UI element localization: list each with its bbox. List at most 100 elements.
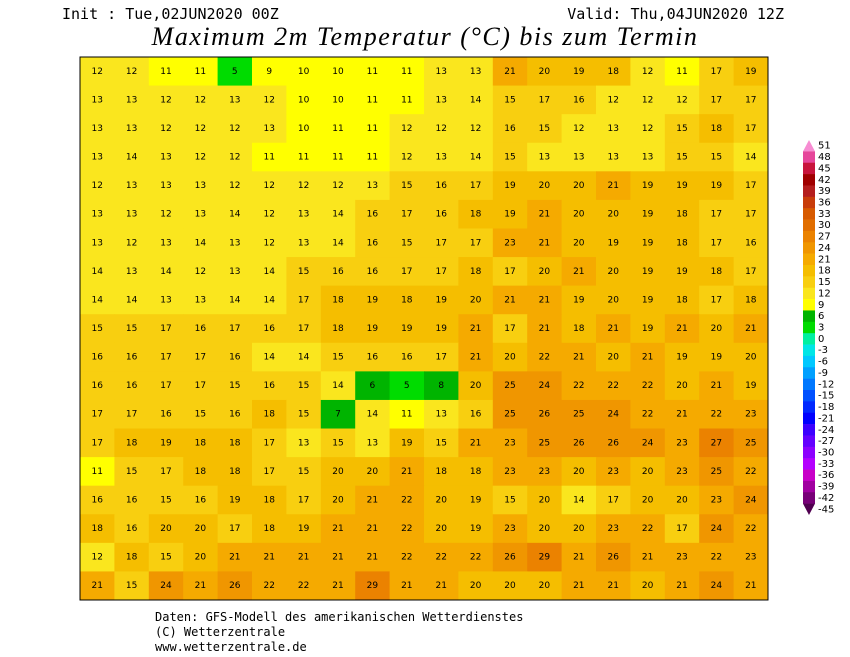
temperature-cell (458, 428, 494, 458)
temperature-value: 19 (470, 495, 482, 505)
temperature-cell (148, 142, 184, 172)
temperature-value: 19 (745, 381, 757, 391)
temperature-cell (596, 57, 631, 87)
temperature-value: 20 (676, 381, 688, 391)
temperature-cell (699, 57, 735, 87)
temperature-value: 20 (195, 524, 207, 534)
temperature-cell (320, 85, 356, 115)
temperature-cell (114, 314, 150, 344)
temperature-cell (492, 542, 528, 572)
temperature-cell (596, 85, 631, 115)
temperature-value: 7 (335, 410, 341, 420)
temperature-cell (389, 514, 425, 544)
temperature-value: 18 (607, 67, 619, 77)
temperature-value: 21 (539, 324, 550, 334)
temperature-value: 15 (160, 553, 171, 563)
temperature-value: 18 (195, 467, 207, 477)
temperature-cell (630, 371, 666, 401)
temperature-value: 21 (504, 295, 515, 305)
temperature-cell (80, 571, 115, 601)
temperature-cell (183, 571, 219, 601)
temperature-value: 21 (573, 267, 584, 277)
temperature-value: 13 (160, 295, 171, 305)
colorbar-segment (803, 287, 815, 300)
temperature-cell (630, 457, 666, 487)
temperature-value: 12 (263, 181, 274, 191)
temperature-value: 17 (160, 467, 171, 477)
temperature-value: 12 (195, 267, 206, 277)
temperature-cell (217, 314, 253, 344)
temperature-cell (424, 342, 459, 372)
temperature-cell (148, 514, 184, 544)
temperature-cell (699, 542, 735, 572)
temperature-cell (286, 171, 322, 201)
temperature-value: 17 (195, 353, 206, 363)
colorbar-label: 51 (818, 141, 831, 152)
temperature-value: 23 (539, 467, 550, 477)
temperature-value: 21 (367, 553, 378, 563)
temperature-cell (492, 285, 528, 315)
temperature-value: 22 (401, 553, 412, 563)
colorbar-label: 18 (818, 266, 831, 277)
temperature-value: 21 (745, 324, 756, 334)
temperature-value: 17 (160, 324, 171, 334)
temperature-cell (286, 85, 322, 115)
temperature-cell (630, 571, 666, 601)
colorbar-label: 42 (818, 175, 831, 186)
temperature-value: 23 (504, 238, 515, 248)
temperature-value: 12 (195, 153, 206, 163)
temperature-value: 13 (195, 181, 206, 191)
temperature-value: 11 (263, 153, 274, 163)
temperature-value: 21 (332, 581, 343, 591)
temperature-value: 20 (745, 353, 757, 363)
temperature-value: 22 (745, 524, 756, 534)
colorbar-label: -6 (818, 357, 828, 368)
temperature-value: 13 (470, 67, 481, 77)
temperature-value: 19 (504, 181, 516, 191)
colorbar-label: -27 (818, 436, 834, 447)
temperature-cell (252, 571, 287, 601)
temperature-value: 14 (263, 353, 275, 363)
temperature-value: 21 (573, 553, 584, 563)
temperature-value: 19 (676, 181, 688, 191)
temperature-value: 15 (401, 238, 412, 248)
temperature-value: 18 (332, 295, 344, 305)
temperature-value: 16 (367, 210, 379, 220)
temperature-cell (389, 371, 425, 401)
temperature-cell (733, 285, 769, 315)
temperature-cell (699, 571, 735, 601)
temperature-cell (114, 399, 150, 430)
temperature-cell (389, 285, 425, 315)
temperature-cell (252, 514, 287, 544)
temperature-cell (561, 114, 597, 144)
temperature-cell (527, 257, 563, 287)
temperature-cell (114, 457, 150, 487)
temperature-value: 11 (367, 95, 378, 105)
temperature-value: 22 (573, 381, 584, 391)
temperature-cell (355, 571, 391, 601)
temperature-cell (424, 171, 459, 201)
temperature-cell (630, 85, 666, 115)
temperature-value: 17 (229, 524, 240, 534)
temperature-value: 21 (607, 181, 618, 191)
colorbar-segment (803, 162, 815, 175)
temperature-cell (355, 228, 391, 258)
temperature-value: 19 (642, 238, 654, 248)
map-frame (79, 56, 769, 601)
temperature-cell (389, 85, 425, 115)
temperature-value: 13 (91, 238, 102, 248)
temperature-value: 19 (676, 267, 688, 277)
temperature-value: 20 (607, 295, 619, 305)
temperature-cell (424, 399, 459, 430)
temperature-cell (80, 228, 115, 258)
temperature-cell (80, 114, 115, 144)
temperature-cell (664, 542, 700, 572)
temperature-cell (561, 85, 597, 115)
temperature-cell (148, 57, 184, 87)
temperature-cell (664, 199, 700, 229)
temperature-cell (183, 142, 219, 172)
temperature-value: 20 (573, 238, 585, 248)
temperature-value: 16 (229, 410, 241, 420)
temperature-value: 20 (607, 210, 619, 220)
temperature-cell (596, 542, 631, 572)
